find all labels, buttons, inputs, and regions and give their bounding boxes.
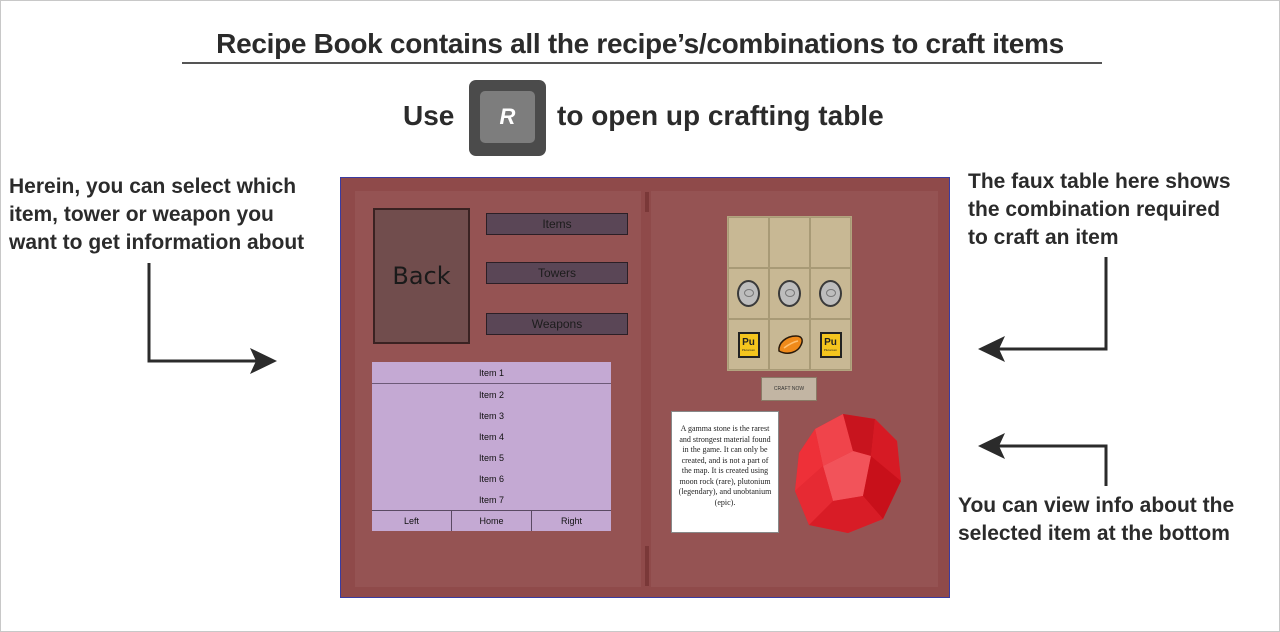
list-item[interactable]: Item 5 bbox=[478, 452, 504, 463]
gamma-stone-icon bbox=[795, 414, 901, 533]
arrow-left-icon bbox=[978, 257, 1108, 362]
note-right-top-line: The faux table here shows bbox=[968, 170, 1231, 193]
note-right-bottom-line: You can view info about the bbox=[958, 494, 1235, 517]
back-button[interactable]: Back bbox=[373, 208, 470, 344]
instruction-row: Use R to open up crafting table bbox=[0, 80, 1280, 156]
unobtanium-icon bbox=[777, 334, 803, 354]
craft-now-button[interactable]: CRAFT NOW bbox=[761, 377, 817, 401]
note-left-line: Herein, you can select which bbox=[9, 175, 297, 198]
grid-slot[interactable] bbox=[810, 268, 851, 319]
r-key-icon: R bbox=[469, 80, 546, 156]
page-title: Recipe Book contains all the recipe’s/co… bbox=[216, 28, 1064, 59]
recipe-book: Back Items Towers Weapons Item 1 Item 2 … bbox=[340, 177, 950, 598]
category-towers-button[interactable]: Towers bbox=[486, 262, 628, 284]
moon-rock-icon bbox=[819, 280, 842, 307]
arrow-right-icon bbox=[147, 263, 277, 374]
note-left: Herein, you can select which item, tower… bbox=[9, 173, 304, 257]
list-item[interactable]: Item 3 bbox=[478, 410, 504, 421]
note-left-line: item, tower or weapon you bbox=[9, 203, 274, 226]
note-right-top-line: to craft an item bbox=[968, 226, 1119, 249]
item-info-card: A gamma stone is the rarest and stronges… bbox=[671, 411, 779, 533]
spine-bottom bbox=[645, 546, 649, 586]
list-item[interactable]: Item 6 bbox=[478, 473, 504, 484]
category-weapons-button[interactable]: Weapons bbox=[486, 313, 628, 335]
list-item[interactable]: Item 1 bbox=[372, 362, 611, 384]
plutonium-symbol: Pu bbox=[742, 337, 755, 348]
use-prefix: Use bbox=[403, 100, 455, 131]
spine-top bbox=[645, 192, 649, 212]
pager: Left Home Right bbox=[372, 510, 611, 531]
arrow-left-icon bbox=[978, 433, 1108, 486]
grid-slot-empty[interactable] bbox=[769, 217, 810, 268]
note-right-top-line: the combination required bbox=[968, 198, 1221, 221]
pager-left-button[interactable]: Left bbox=[372, 511, 452, 531]
grid-slot[interactable]: Pu Plutonium bbox=[728, 319, 769, 370]
pager-right-button[interactable]: Right bbox=[560, 516, 582, 526]
plutonium-name: Plutonium bbox=[823, 348, 838, 352]
plutonium-icon: Pu Plutonium bbox=[737, 331, 760, 358]
grid-slot-empty[interactable] bbox=[810, 217, 851, 268]
plutonium-name: Plutonium bbox=[741, 348, 756, 352]
moon-rock-icon bbox=[737, 280, 760, 307]
grid-slot[interactable] bbox=[769, 319, 810, 370]
crafting-grid: Pu Plutonium Pu Plutonium bbox=[727, 216, 852, 371]
grid-slot[interactable]: Pu Plutonium bbox=[810, 319, 851, 370]
moon-rock-icon bbox=[778, 280, 801, 307]
grid-slot[interactable] bbox=[769, 268, 810, 319]
note-left-line: want to get information about bbox=[9, 231, 305, 254]
use-suffix: to open up crafting table bbox=[557, 100, 884, 131]
list-item[interactable]: Item 2 bbox=[478, 389, 504, 400]
note-right-bottom-line: selected item at the bottom bbox=[958, 522, 1230, 545]
r-key-label: R bbox=[480, 91, 535, 143]
plutonium-icon: Pu Plutonium bbox=[819, 331, 842, 358]
list-item[interactable]: Item 7 bbox=[478, 494, 504, 505]
pager-home-button[interactable]: Home bbox=[452, 511, 532, 531]
grid-slot-empty[interactable] bbox=[728, 217, 769, 268]
grid-slot[interactable] bbox=[728, 268, 769, 319]
category-items-button[interactable]: Items bbox=[486, 213, 628, 235]
note-right-bottom: You can view info about the selected ite… bbox=[958, 492, 1234, 548]
item-list: Item 1 Item 2 Item 3 Item 4 Item 5 Item … bbox=[372, 362, 611, 531]
plutonium-symbol: Pu bbox=[824, 337, 837, 348]
note-right-top: The faux table here shows the combinatio… bbox=[968, 168, 1231, 252]
list-item[interactable]: Item 4 bbox=[478, 431, 504, 442]
title-underline bbox=[182, 62, 1102, 64]
